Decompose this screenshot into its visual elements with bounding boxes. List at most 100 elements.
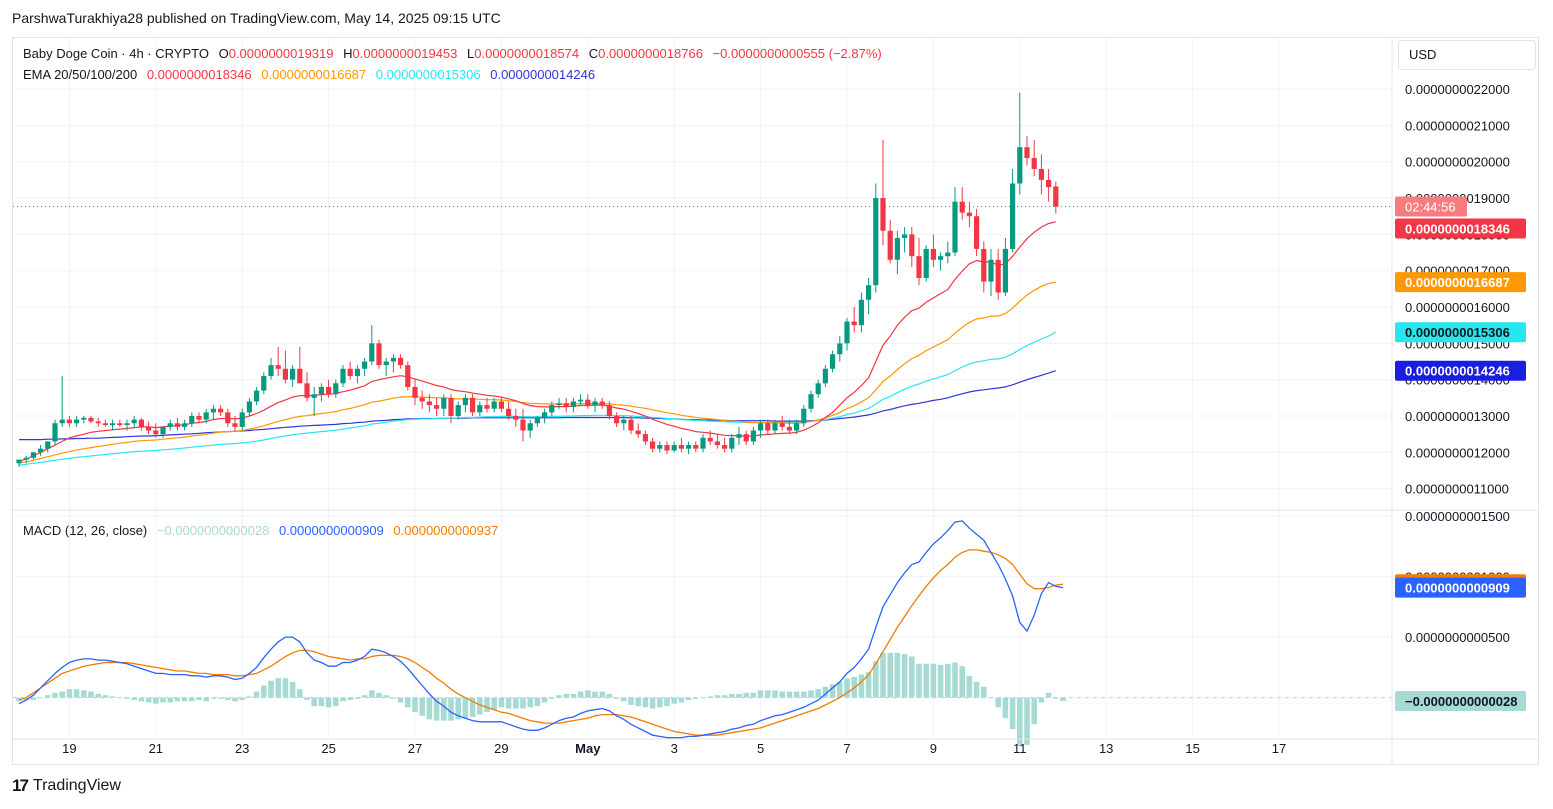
candle <box>527 419 533 438</box>
macd-histogram-bar <box>714 695 721 698</box>
macd-badge: 0.0000000000909 <box>1395 577 1526 598</box>
candle-body <box>160 426 166 435</box>
candle-body <box>750 430 756 442</box>
macd-signal-value: 0.0000000000937 <box>393 523 499 538</box>
candle <box>570 397 576 413</box>
candle <box>628 416 634 435</box>
macd-histogram-bar <box>217 697 224 699</box>
candle <box>520 408 526 442</box>
macd-badge-bg <box>1395 577 1526 598</box>
price-tick-label: 0.0000000022000 <box>1405 82 1510 97</box>
candle <box>88 416 94 424</box>
candle-body <box>894 238 900 260</box>
macd-signal-line <box>18 549 1064 736</box>
macd-histogram-bar <box>808 690 814 698</box>
macd-histogram-bar <box>325 697 332 708</box>
time-tick-label: 19 <box>62 741 76 756</box>
candle-body <box>1010 183 1016 249</box>
macd-histogram-bar <box>369 690 375 698</box>
candle <box>304 372 310 402</box>
macd-histogram-bar <box>477 697 483 715</box>
macd-histogram-bar <box>505 697 512 709</box>
candle <box>124 419 130 431</box>
macd-histogram-bar <box>30 697 37 701</box>
candle-body <box>434 405 440 409</box>
candle-body <box>498 401 504 409</box>
macd-histogram-bar <box>700 697 706 699</box>
price-badge-bg <box>1395 218 1526 239</box>
candle-body <box>74 419 80 424</box>
macd-histogram-bar <box>815 689 821 698</box>
candle-body <box>866 285 872 300</box>
candle <box>945 241 951 264</box>
macd-histogram-bar <box>1060 697 1066 702</box>
candle <box>916 238 922 286</box>
candle <box>1024 136 1030 166</box>
macd-histogram-bar <box>426 697 433 720</box>
candle-body <box>794 423 800 431</box>
open-value: 0.0000000019319 <box>228 46 334 61</box>
candle <box>52 419 58 446</box>
macd-histogram-bar <box>772 690 778 698</box>
candle <box>38 445 44 456</box>
candle-body <box>614 416 620 424</box>
macd-histogram-bar <box>945 663 951 698</box>
close-value: 0.0000000018766 <box>598 46 703 61</box>
candle-body <box>959 201 965 213</box>
candle <box>448 394 454 424</box>
candle-body <box>275 365 281 369</box>
macd-histogram-bar <box>462 697 469 719</box>
macd-histogram-bar <box>801 691 807 698</box>
macd-histogram-bar <box>347 697 353 701</box>
candle <box>635 423 641 438</box>
candle <box>462 394 468 413</box>
candle-body <box>664 445 670 451</box>
macd-histogram-bar <box>311 697 317 707</box>
candle <box>196 412 202 424</box>
candle <box>160 426 166 438</box>
macd-histogram-bar <box>592 691 598 698</box>
candle-body <box>923 248 929 278</box>
candle-body <box>419 397 425 402</box>
price-tick-label: 0.0000000012000 <box>1405 445 1510 460</box>
candle <box>642 430 648 446</box>
grid-lines <box>13 38 1392 739</box>
candle <box>714 434 720 449</box>
macd-histogram-bar <box>167 697 173 703</box>
price-badge-text: 0.0000000016687 <box>1405 275 1510 290</box>
candle-body <box>52 423 58 442</box>
time-tick-label: 23 <box>235 741 249 756</box>
candle-body <box>1017 147 1023 184</box>
candle-body <box>916 256 922 278</box>
candle <box>362 357 368 377</box>
macd-histogram-bar <box>829 684 836 698</box>
countdown-badge-bg <box>1395 196 1467 217</box>
macd-histogram-bar <box>901 654 908 698</box>
candle <box>225 408 231 427</box>
candle <box>74 416 80 427</box>
macd-tick-label: 0.0000000001500 <box>1405 509 1510 524</box>
price-badge-bg <box>1395 272 1526 293</box>
candle-body <box>462 397 468 406</box>
footer-brand[interactable]: 17 TradingView <box>12 776 121 796</box>
candle <box>902 227 908 253</box>
candle <box>722 437 728 453</box>
ema-label: EMA 20/50/100/200 <box>23 67 138 82</box>
open-label: O <box>218 46 229 61</box>
candle-body <box>729 437 735 449</box>
candle-body <box>59 419 65 424</box>
candle-body <box>902 234 908 238</box>
candle <box>369 325 375 366</box>
candle-body <box>563 403 569 407</box>
candle-body <box>1046 179 1052 188</box>
candle-body <box>606 405 612 416</box>
currency-button[interactable]: USD <box>1398 40 1536 70</box>
candle-body <box>318 386 324 395</box>
change-value: −0.0000000000555 (−2.87%) <box>712 46 882 61</box>
macd-histogram-bar <box>988 697 994 699</box>
candle <box>671 441 677 453</box>
candle-body <box>966 212 972 217</box>
candle-body <box>477 405 483 413</box>
candle <box>729 434 735 453</box>
